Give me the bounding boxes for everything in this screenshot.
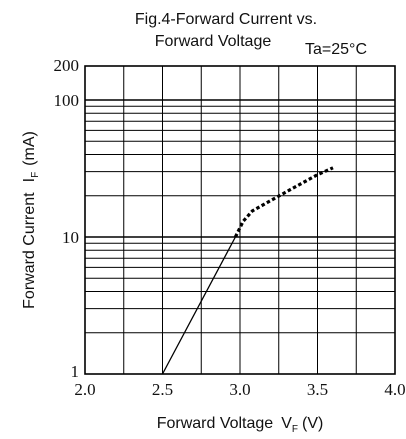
y-tick-label: 10 xyxy=(62,228,79,247)
plot-frame xyxy=(84,65,396,375)
temperature-condition: Ta=25°C xyxy=(305,41,367,58)
data-series xyxy=(161,166,334,375)
x-tick-label: 2.5 xyxy=(152,380,173,399)
x-tick-label: 2.0 xyxy=(74,380,95,399)
y-axis-symbol-subscript: F xyxy=(30,172,41,178)
x-tick-label: 3.5 xyxy=(307,380,328,399)
y-axis-label: Forward Current IF (mA) xyxy=(21,131,41,309)
x-axis-label: Forward Voltage VF (V) xyxy=(157,415,324,435)
x-tick-label: 4.0 xyxy=(384,380,405,399)
y-axis-unit: (mA) xyxy=(21,131,38,166)
x-axis-symbol: V xyxy=(281,415,292,432)
y-tick-label: 100 xyxy=(54,91,80,110)
tick-labels: 2.0 2.5 3.0 3.5 4.0 1 10 100 200 xyxy=(54,56,406,399)
chart-title-line2: Forward Voltage xyxy=(155,33,272,50)
y-tick-label: 200 xyxy=(54,56,80,75)
y-tick-label: 1 xyxy=(71,362,80,381)
forward-current-curve-solid xyxy=(161,236,236,375)
y-axis-symbol: I xyxy=(21,178,38,182)
x-axis-label-text: Forward Voltage xyxy=(157,415,274,432)
x-tick-label: 3.0 xyxy=(229,380,250,399)
x-axis-unit: (V) xyxy=(302,415,323,432)
grid xyxy=(85,66,395,374)
x-axis-symbol-subscript: F xyxy=(292,424,298,435)
y-axis-label-text: Forward Current xyxy=(21,192,38,309)
forward-current-curve-dotted xyxy=(233,166,334,238)
chart-title-line1: Fig.4-Forward Current vs. xyxy=(135,11,317,28)
